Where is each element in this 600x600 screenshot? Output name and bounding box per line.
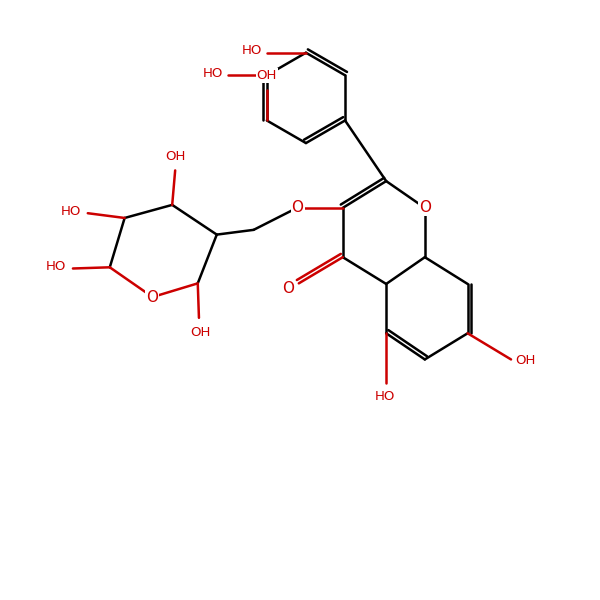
Text: O: O [282, 281, 294, 296]
Text: OH: OH [257, 69, 277, 82]
Text: HO: HO [61, 205, 82, 218]
Text: HO: HO [203, 67, 223, 80]
Text: HO: HO [242, 44, 262, 58]
Text: O: O [146, 290, 158, 305]
Text: O: O [419, 200, 431, 215]
Text: OH: OH [166, 149, 186, 163]
Text: OH: OH [190, 326, 211, 338]
Text: OH: OH [516, 354, 536, 367]
Text: O: O [292, 200, 304, 215]
Text: HO: HO [375, 390, 395, 403]
Text: HO: HO [46, 260, 67, 273]
